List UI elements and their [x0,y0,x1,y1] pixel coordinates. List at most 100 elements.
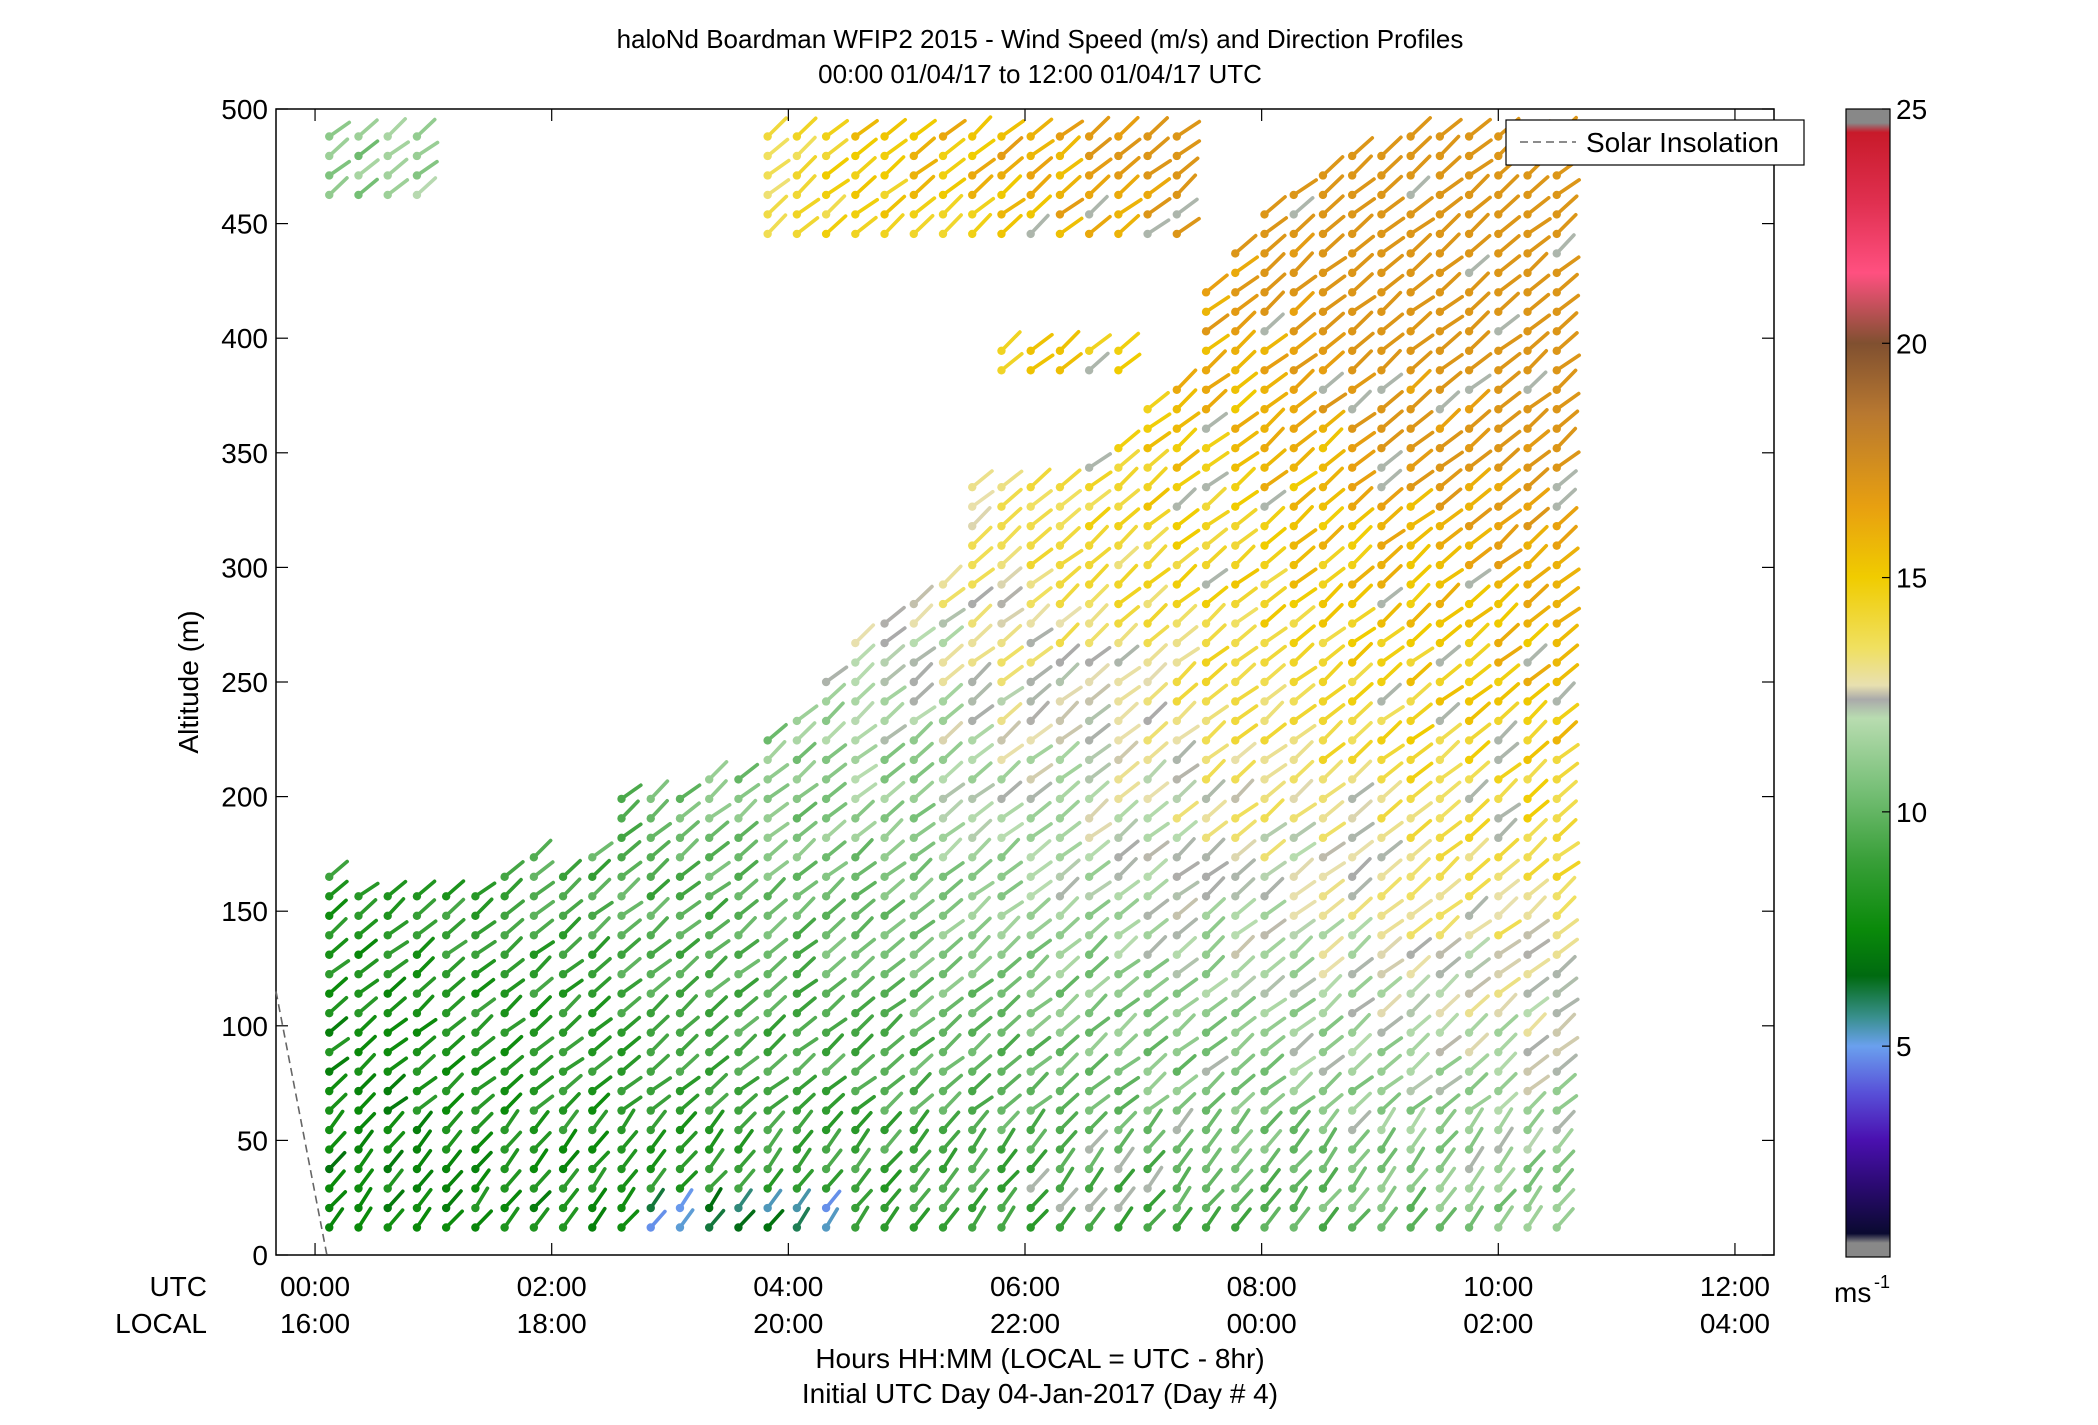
wind-barb-staff [1262,839,1286,860]
wind-barb-dot [383,989,392,998]
wind-barb-dot [1318,1067,1328,1076]
wind-barb-staff [1233,586,1258,606]
wind-barb-staff [1175,173,1198,197]
wind-barb-dot [1377,755,1386,765]
wind-barb-staff [999,487,1023,509]
wind-barb-dot [1260,229,1269,239]
wind-barb-staff [1496,351,1522,373]
wind-barb-staff [1233,275,1260,295]
wind-barb-dot [1494,619,1503,628]
wind-barb-dot [617,1028,626,1037]
wind-barb-dot [1435,1203,1445,1213]
wind-barb-dot [1464,833,1474,843]
wind-barb-staff [999,213,1023,236]
wind-barb-staff [882,178,909,197]
wind-barb-dot [880,716,889,726]
wind-barb-dot [1406,853,1415,862]
wind-barb-dot [1318,716,1328,726]
wind-barb-dot [1231,1086,1240,1096]
wind-barb-dot [1464,405,1474,414]
wind-barb-dot [471,1223,480,1232]
wind-barb-staff [1233,489,1259,509]
wind-barb-staff [1145,721,1169,743]
wind-barb-dot [1377,638,1386,648]
wind-barb-dot [1523,794,1532,804]
wind-barb-staff [1204,373,1231,392]
wind-barb-dot [1143,1106,1152,1115]
colorbar [1845,108,1891,1258]
wind-barb-staff [970,138,996,158]
wind-barb-staff [1116,174,1140,197]
wind-barb-dot [1231,1203,1240,1213]
wind-barb-staff [1262,407,1286,431]
wind-barb-dot [997,736,1006,745]
wind-barb-dot [1377,1184,1386,1193]
wind-barb-dot [1143,638,1152,648]
wind-barb-staff [1116,586,1142,606]
wind-barb-dot [1289,1047,1298,1057]
wind-barb-dot [1464,599,1474,609]
wind-barb-dot [1231,1164,1240,1174]
wind-barb-dot [1231,541,1240,550]
wind-barb-dot [1523,1164,1532,1174]
wind-barb-dot [1289,814,1298,823]
wind-barb-staff [1321,878,1345,899]
wind-barb-dot [763,1184,772,1193]
wind-barb-staff [1028,508,1053,528]
wind-barb-dot [1318,210,1328,219]
wind-barb-dot [1435,658,1445,667]
wind-barb-staff [1496,291,1520,314]
wind-barb-dot [938,911,948,920]
wind-barb-dot [1552,541,1561,550]
wind-barb-dot [938,151,948,161]
wind-barb-dot [997,229,1006,239]
wind-barb-staff [1525,719,1548,743]
wind-barb-staff [1291,410,1317,431]
wind-barb-dot [1260,1047,1269,1057]
wind-barb-dot [1289,677,1298,687]
wind-barb-staff [1233,508,1258,528]
wind-barb-dot [1289,1223,1298,1232]
wind-barb-dot [1406,775,1415,784]
wind-barb-dot [1494,385,1503,394]
wind-barb-dot [1523,346,1532,356]
wind-barb-dot [617,833,626,843]
wind-barb-dot [968,950,977,959]
wind-barb-staff [1233,528,1259,548]
wind-barb-staff [1525,175,1550,197]
wind-barb-dot [938,1067,948,1076]
wind-barb-dot [821,775,831,784]
wind-barb-dot [646,1164,655,1174]
wind-barb-staff [853,197,880,217]
wind-barb-dot [1289,950,1298,959]
wind-barb-dot [1289,444,1298,453]
wind-barb-dot [938,658,948,667]
wind-barb-dot [500,1223,509,1232]
wind-barb-staff [1350,331,1375,353]
wind-barb-dot [441,1125,451,1135]
wind-barb-dot [851,171,860,180]
wind-barb-dot [1172,677,1182,687]
wind-barb-dot [851,872,860,882]
wind-barb-dot [1260,872,1269,882]
wind-barb-staff [1058,507,1082,528]
wind-barb-dot [1231,288,1240,297]
wind-barb-staff [1262,722,1287,743]
wind-barb-staff [1554,818,1578,840]
wind-barb-dot [325,1047,334,1057]
wind-barb-dot [997,794,1006,804]
wind-barb-dot [1347,424,1357,433]
wind-barb-staff [1350,641,1373,665]
wind-barb-staff [1233,411,1260,431]
wind-barb-staff [853,175,877,197]
wind-barb-staff [1204,509,1230,528]
wind-barb-dot [1201,658,1211,667]
wind-barb-dot [1055,366,1065,375]
wind-barb-staff [1496,976,1521,996]
wind-barb-dot [821,950,831,959]
wind-barb-dot [325,989,334,998]
wind-barb-dot [383,1086,392,1096]
wind-barb-dot [938,853,948,862]
wind-barb-dot [1377,560,1386,570]
wind-barb-dot [1289,1125,1298,1135]
